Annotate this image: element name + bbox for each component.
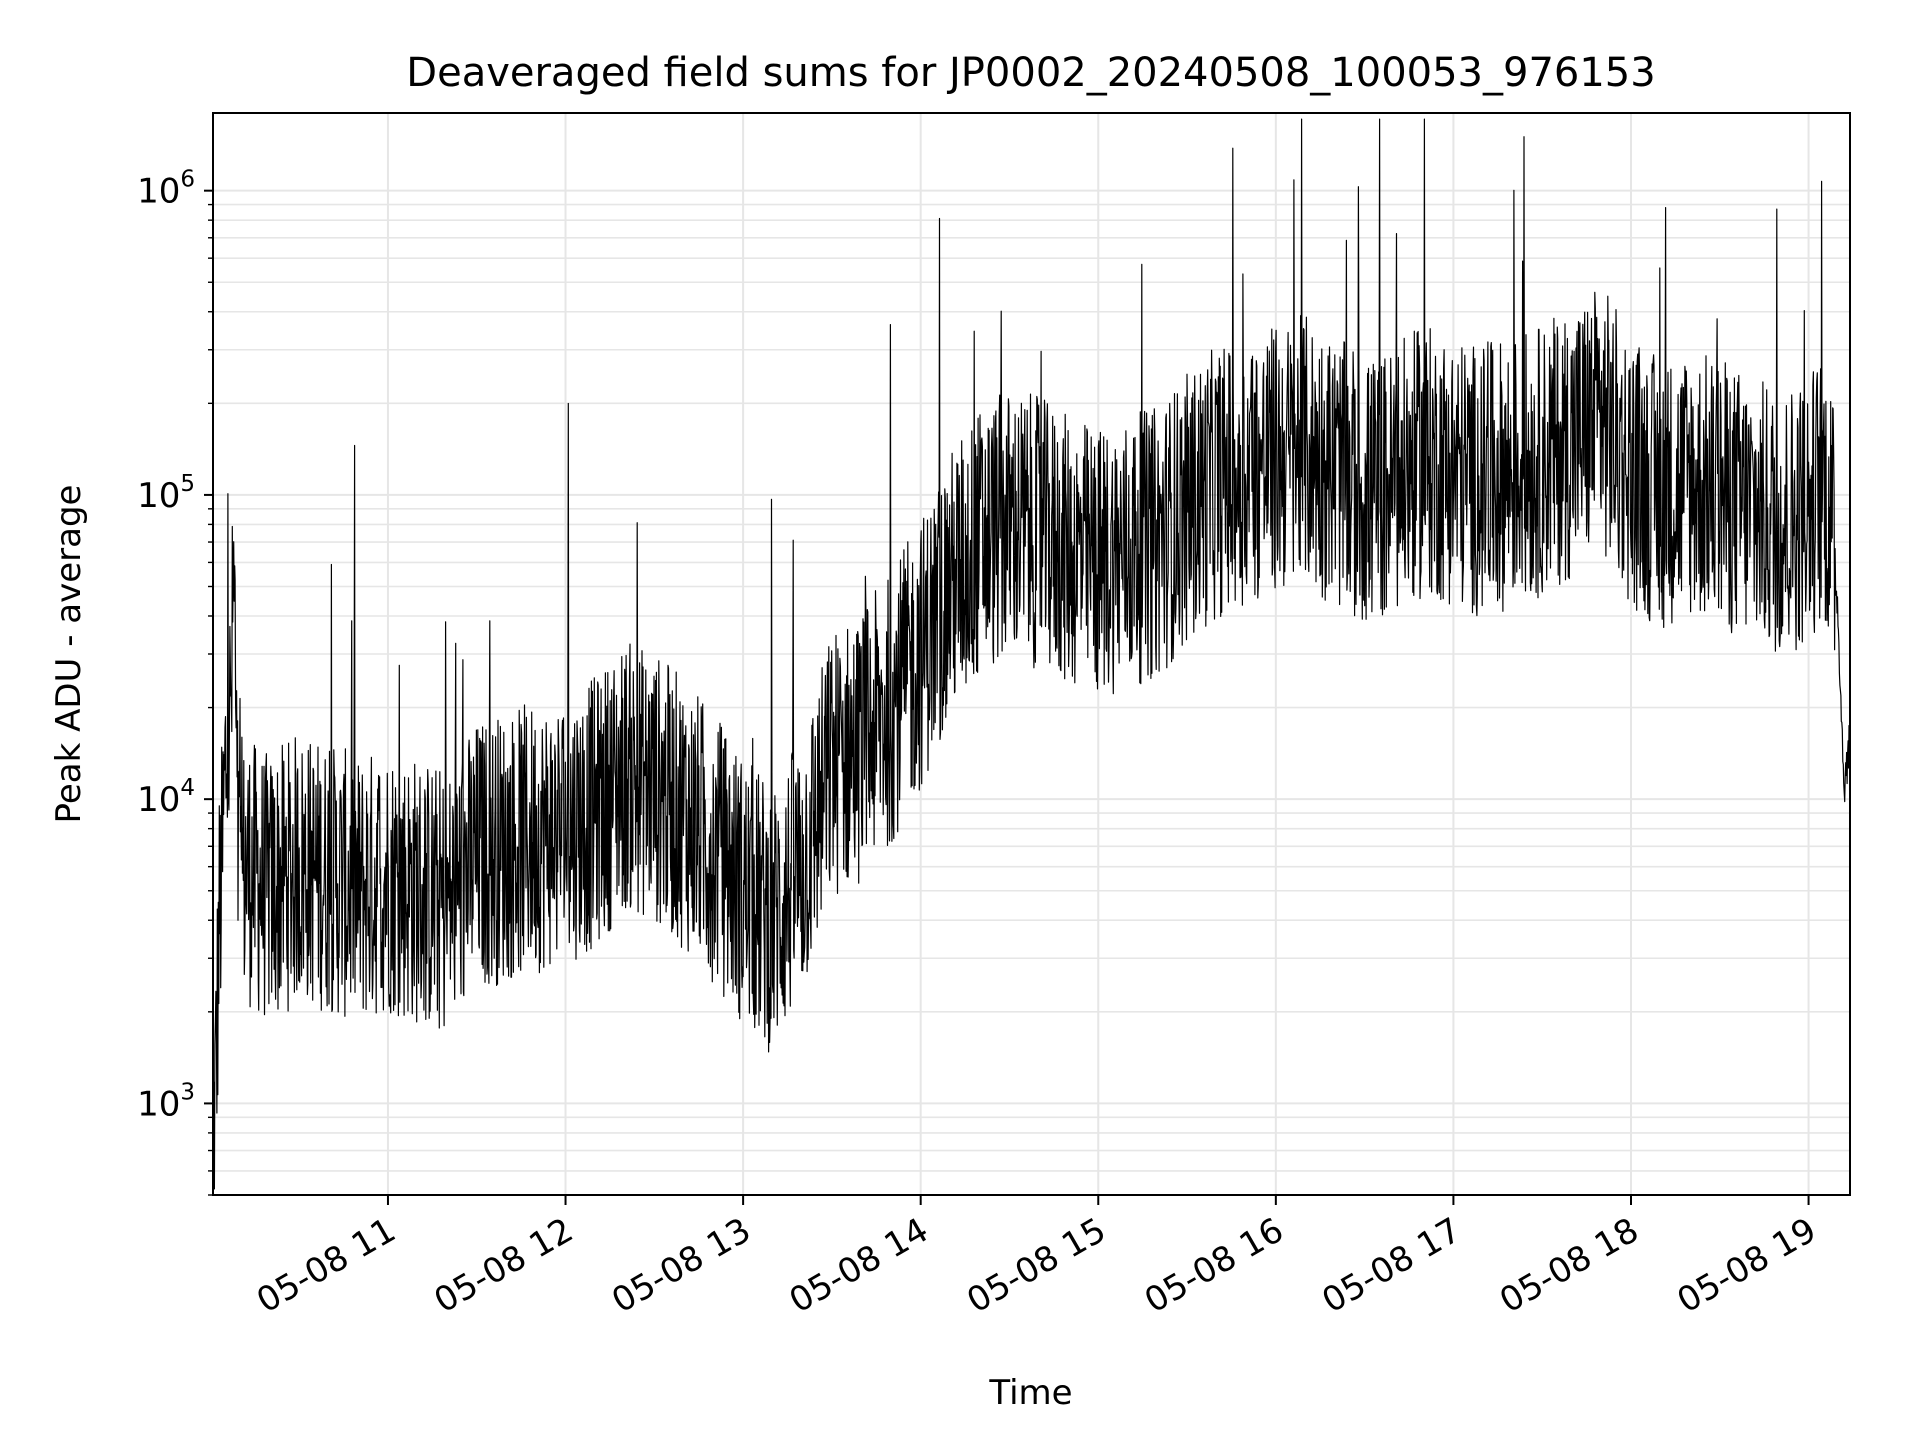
- chart-title: Deaveraged field sums for JP0002_2024050…: [406, 50, 1655, 96]
- series-line: [212, 118, 1851, 1190]
- x-axis-label: Time: [988, 1373, 1072, 1413]
- y-axis-label: Peak ADU - average: [49, 485, 89, 824]
- y-tick-label: 103: [137, 1079, 195, 1124]
- y-tick-label: 106: [137, 167, 195, 212]
- y-tick-label: 105: [137, 471, 195, 516]
- y-tick-label: 104: [137, 775, 195, 820]
